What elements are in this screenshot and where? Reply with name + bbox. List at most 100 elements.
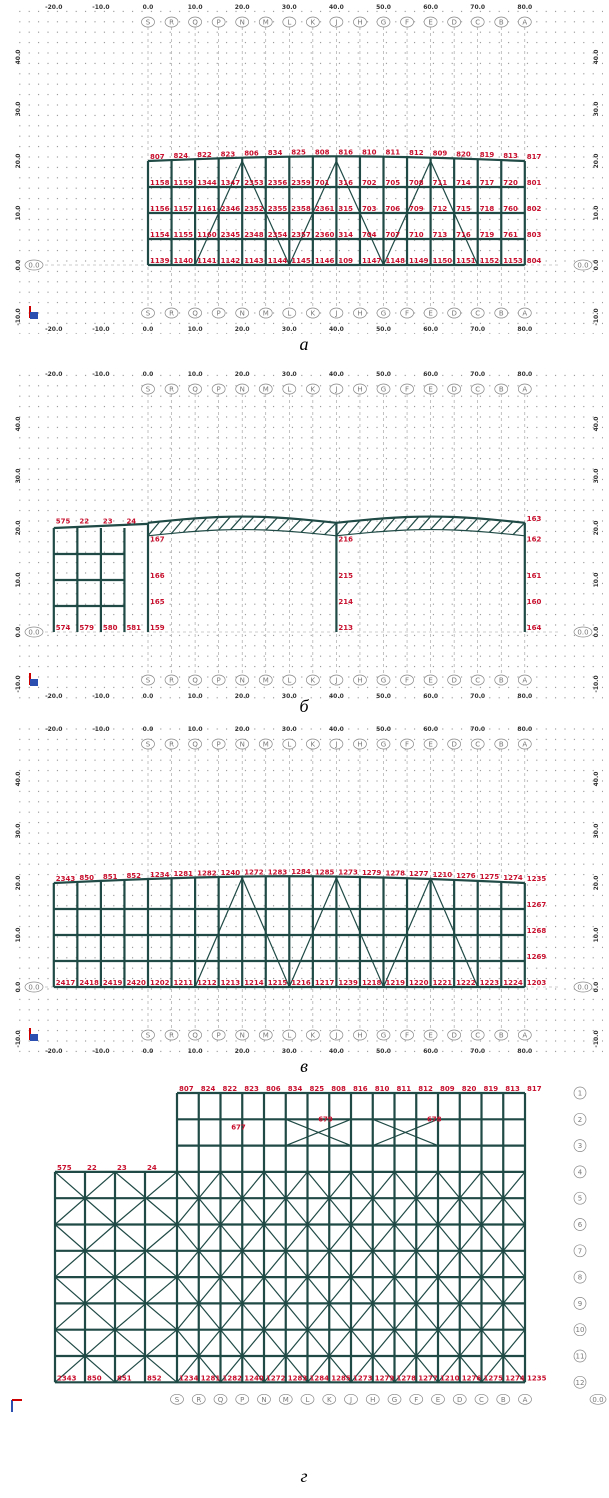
- grid-bubble-label: C: [475, 677, 480, 685]
- x-tick-label: 20.0: [235, 693, 250, 700]
- grid-bubble: [452, 1393, 467, 1405]
- grid-bubble: [400, 16, 414, 28]
- row-bubble: [573, 1112, 587, 1126]
- brace: [437, 1329, 482, 1383]
- y-tick-label: 20.0: [15, 154, 22, 169]
- grid-bubble: [188, 16, 202, 28]
- node-label: 1281: [201, 1374, 221, 1382]
- node-label: 1212: [197, 979, 217, 987]
- truss-web: [241, 516, 255, 530]
- node-label: 575: [57, 1164, 72, 1172]
- node-label: 1279: [375, 1374, 395, 1382]
- grid-bubble: [282, 738, 297, 750]
- grid-bubble-label: M: [263, 386, 269, 394]
- caption: а: [300, 334, 309, 354]
- grid-bubble-label: Q: [192, 19, 198, 27]
- grid-bubble-label: J: [334, 677, 337, 685]
- x-tick-label: 40.0: [329, 693, 344, 700]
- node-label: 1347: [221, 179, 241, 187]
- grid-bubble: [329, 1029, 344, 1041]
- grid-bubble: [447, 738, 461, 750]
- node-label: 834: [268, 149, 283, 157]
- grid-bubble-label: N: [240, 310, 245, 318]
- x-tick-label: 70.0: [470, 4, 485, 11]
- node-label: 709: [409, 205, 424, 213]
- x-tick-label: 30.0: [282, 371, 297, 378]
- grid-bubble-label: A: [522, 310, 527, 318]
- grid-bubble-label: P: [240, 1396, 244, 1404]
- grid-bubble: [306, 16, 320, 28]
- grid-bubble-label: P: [217, 19, 221, 27]
- grid-bubble-label: S: [146, 386, 151, 394]
- node-label: 1344: [197, 179, 217, 187]
- level-bubble: [24, 259, 44, 271]
- y-tick-label: 10.0: [593, 206, 600, 221]
- node-label: 1239: [338, 979, 358, 987]
- node-label: 2360: [315, 231, 335, 239]
- grid-bubble: [141, 16, 155, 28]
- y-tick-label: 30.0: [15, 824, 22, 839]
- x-tick-label: 0.0: [143, 371, 154, 378]
- grid-bubble-label: Q: [192, 677, 198, 685]
- x-tick-label: 0.0: [143, 693, 154, 700]
- grid-bubble-label: B: [499, 1032, 504, 1040]
- grid-bubble-label: G: [381, 677, 386, 685]
- grid-bubble: [213, 1393, 228, 1405]
- truss-web: [406, 516, 420, 531]
- grid-bubble: [470, 674, 485, 686]
- node-label: 1268: [527, 927, 547, 935]
- node-label: 1235: [527, 1374, 547, 1382]
- node-label: 1143: [244, 257, 264, 265]
- grid-bubble: [353, 383, 367, 395]
- grid-bubble: [257, 1393, 271, 1405]
- grid-bubble: [353, 307, 367, 319]
- grid-bubble: [423, 307, 438, 319]
- truss-web: [253, 516, 267, 531]
- node-label: 809: [433, 150, 448, 158]
- x-tick-label: -10.0: [92, 726, 109, 733]
- grid-bubble-label: G: [381, 1032, 386, 1040]
- node-label: 2343: [56, 875, 76, 883]
- x-tick-label: 60.0: [423, 726, 438, 733]
- brace: [241, 877, 290, 988]
- node-label: 22: [79, 517, 89, 525]
- node-label: 1147: [362, 257, 382, 265]
- grid-bubble-label: N: [240, 1032, 245, 1040]
- y-tick-label: 40.0: [15, 417, 22, 432]
- row-bubble: [573, 1270, 587, 1284]
- node-label: 1267: [527, 901, 547, 909]
- grid-bubble-label: H: [357, 741, 362, 749]
- grid-bubble: [423, 1029, 438, 1041]
- grid-bubble-label: F: [405, 1032, 409, 1040]
- y-tick-label: 0.0: [15, 260, 22, 271]
- x-tick-label: 10.0: [188, 4, 203, 11]
- brace: [481, 1171, 526, 1225]
- grid-bubble-label: K: [311, 386, 316, 394]
- brace: [263, 1276, 308, 1331]
- node-label: 2343: [57, 1374, 77, 1382]
- node-label: 1240: [221, 869, 241, 877]
- node-label: 1149: [409, 257, 429, 265]
- x-tick-label: 20.0: [235, 4, 250, 11]
- x-tick-label: -10.0: [92, 693, 109, 700]
- grid-bubble-label: E: [428, 19, 432, 27]
- brace: [481, 1276, 526, 1331]
- grid-bubble-label: P: [217, 677, 221, 685]
- grid-bubble: [494, 307, 509, 319]
- node-label: 718: [480, 205, 495, 213]
- grid-bubble: [447, 307, 461, 319]
- node-label: 1281: [174, 870, 194, 878]
- x-tick-label: -20.0: [45, 693, 62, 700]
- grid-bubble-label: L: [287, 677, 291, 685]
- brace: [194, 877, 243, 988]
- grid-bubble: [470, 738, 485, 750]
- node-label: 1154: [150, 231, 170, 239]
- level-bubble-label: 0.0: [28, 262, 39, 270]
- grid-bubble: [376, 307, 391, 319]
- node-label: 817: [527, 1085, 542, 1093]
- grid-bubble: [376, 16, 391, 28]
- grid-bubble: [329, 738, 344, 750]
- grid-bubble: [470, 383, 485, 395]
- node-label: 216: [338, 536, 353, 544]
- node-label: 165: [150, 598, 165, 606]
